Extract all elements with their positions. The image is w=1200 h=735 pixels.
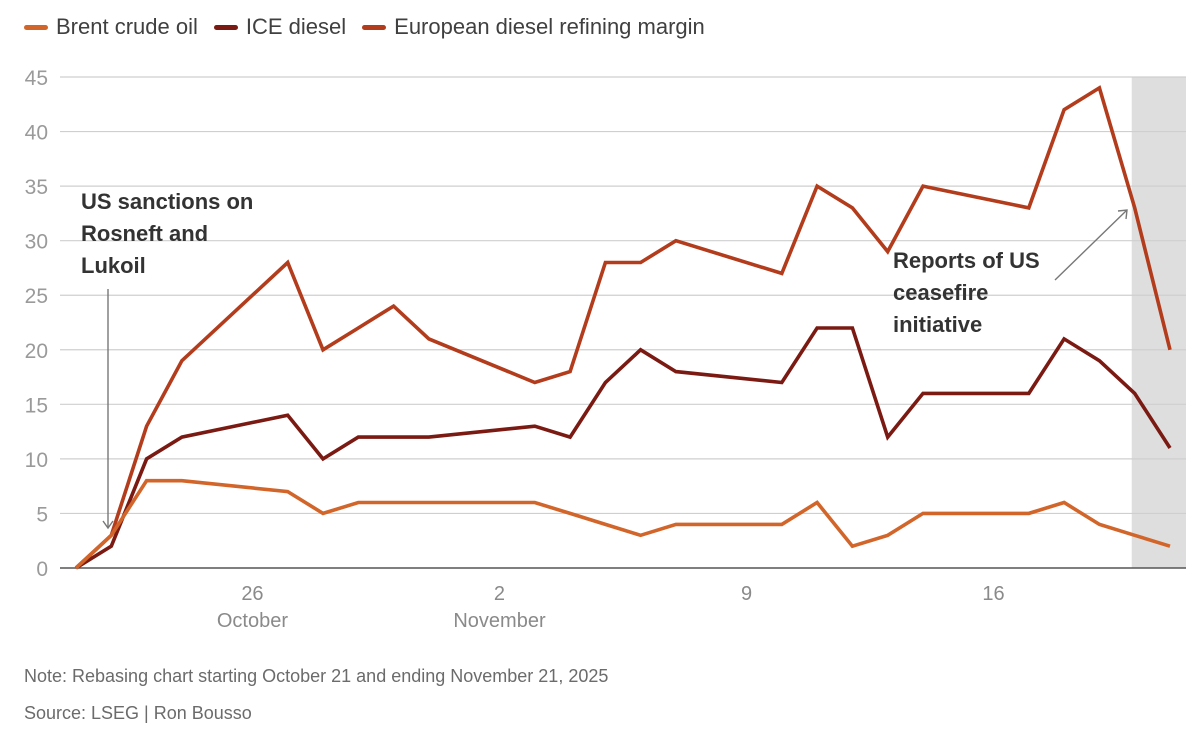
legend-item-refining-margin: European diesel refining margin xyxy=(362,14,705,40)
shaded-region xyxy=(1131,77,1186,568)
y-tick-label: 5 xyxy=(36,503,48,526)
y-tick-label: 10 xyxy=(25,449,48,472)
y-tick-label: 0 xyxy=(36,558,48,581)
x-tick-sublabel: November xyxy=(453,610,546,632)
legend-label-brent: Brent crude oil xyxy=(56,14,198,39)
series-layer xyxy=(74,85,1172,570)
legend-label-ice-diesel: ICE diesel xyxy=(245,14,347,39)
series-line-ice-diesel xyxy=(75,326,1172,570)
annotations-layer: US sanctions on Rosneft and Lukoil Reports … xyxy=(81,189,1128,530)
x-tick-label: 9 xyxy=(741,583,752,605)
x-tick-label: 2 xyxy=(494,583,505,605)
legend-swatch-refining-margin xyxy=(362,24,387,30)
y-tick-label: 25 xyxy=(25,285,48,308)
annotation-ceasefire-arrow xyxy=(1054,209,1128,281)
line-chart: 0 5 10 15 20 25 30 35 40 45 26 October 2 November 9 16… xyxy=(25,67,1186,632)
series-line-brent-crude-oil xyxy=(74,478,1171,570)
legend-item-brent: Brent crude oil xyxy=(24,14,198,40)
x-tick-label: 26 xyxy=(241,583,263,605)
y-tick-label: 40 xyxy=(25,122,48,145)
annotation-ceasefire-text: Reports of US ceasefire initiative xyxy=(893,248,1040,337)
y-tick-label: 35 xyxy=(25,176,48,199)
shaded-region-layer xyxy=(1131,77,1186,568)
y-tick-label: 15 xyxy=(25,394,48,417)
x-tick-label: 16 xyxy=(982,583,1004,605)
annotation-line: Reports of US xyxy=(893,248,1040,273)
y-tick-label: 45 xyxy=(25,67,48,90)
arrowhead-icon xyxy=(102,520,114,530)
y-tick-labels-layer: 0 5 10 15 20 25 30 35 40 45 xyxy=(25,67,48,581)
legend-swatch-brent xyxy=(24,24,48,30)
annotation-line: US sanctions on xyxy=(81,189,253,214)
annotation-line: ceasefire xyxy=(893,280,988,305)
x-tick-sublabel: October xyxy=(217,610,288,632)
arrowhead-icon xyxy=(1117,209,1128,220)
series-line-european-diesel-refining-margin xyxy=(74,85,1172,570)
annotation-sanctions-text: US sanctions on Rosneft and Lukoil xyxy=(81,189,253,278)
x-tick-labels-layer: 26 October 2 November 9 16 xyxy=(217,583,1005,632)
legend-item-ice-diesel: ICE diesel xyxy=(213,14,347,40)
annotation-line: Lukoil xyxy=(81,253,146,278)
y-tick-label: 30 xyxy=(25,231,48,254)
chart-source: Source: LSEG | Ron Bousso xyxy=(24,703,252,723)
chart-note: Note: Rebasing chart starting October 21… xyxy=(24,666,609,686)
annotation-line: initiative xyxy=(893,312,982,337)
legend-label-refining-margin: European diesel refining margin xyxy=(394,14,705,39)
gridlines-layer xyxy=(60,76,1186,569)
y-tick-label: 20 xyxy=(25,340,48,363)
chart-legend: Brent crude oil ICE diesel European dies… xyxy=(24,14,721,40)
legend-swatch-ice-diesel xyxy=(213,24,238,30)
annotation-line: Rosneft and xyxy=(81,221,208,246)
